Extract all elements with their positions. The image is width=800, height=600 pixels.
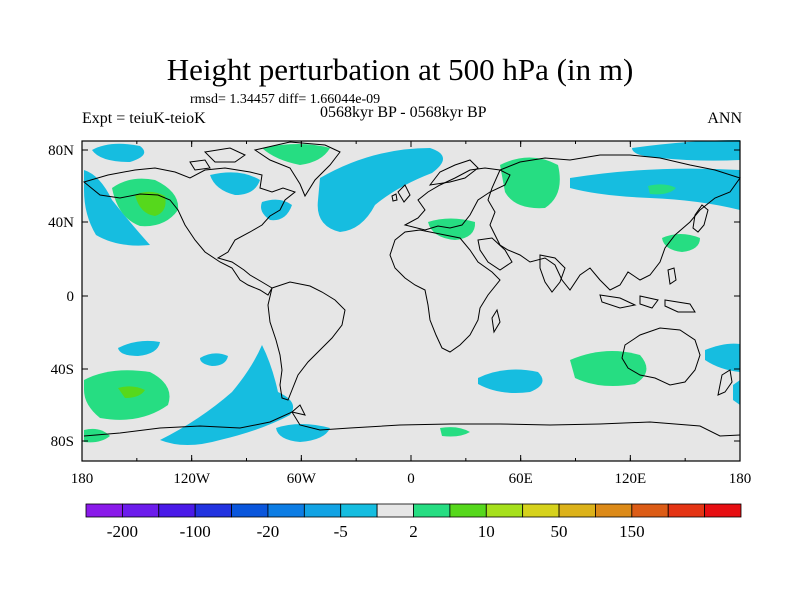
colorbar-swatch (85, 503, 123, 518)
colorbar-label: -200 (107, 522, 138, 541)
colorbar-swatch (267, 503, 305, 518)
lat-tick-label: 80N (48, 143, 74, 159)
pos-core-south-pacific (118, 386, 145, 398)
coast-australia (621, 327, 701, 386)
colorbar-swatch (704, 503, 742, 518)
colorbar-swatch (631, 503, 669, 518)
colorbar-label: -100 (180, 522, 211, 541)
lon-tick-label: 180 (729, 471, 752, 487)
coastlines (82, 141, 741, 437)
coast-indonesia (599, 294, 696, 313)
lon-tick-label: 120W (173, 471, 211, 487)
coast-africa (389, 229, 501, 353)
lon-tick-label: 0 (407, 471, 415, 487)
coast-philippines (667, 267, 677, 285)
colorbar-swatch (158, 503, 196, 518)
neg-patch-south-atlantic (276, 424, 330, 442)
lat-tick-label: 0 (67, 289, 75, 305)
lat-tick-label: 40N (48, 215, 74, 231)
neg-patch-south-pacific-2 (200, 353, 228, 366)
axis-tick-labels: 80N 40N 0 40S 80S 180 120W 60W 0 60E 120E 180 (48, 143, 751, 487)
coast-south-america (267, 281, 346, 401)
coast-antarctica (83, 411, 741, 437)
lon-tick-label: 180 (71, 471, 94, 487)
neg-patch-southern-ocean (160, 345, 294, 445)
lon-tick-label: 60W (287, 471, 317, 487)
colorbar-swatch (121, 503, 160, 518)
neg-patch-indian-ocean (478, 369, 543, 393)
coast-north-america (82, 167, 297, 296)
colorbar-swatch (340, 503, 378, 518)
coast-new-zealand (717, 369, 733, 396)
colorbar-swatch (522, 503, 560, 518)
coast-antarctic-peninsula (290, 404, 306, 416)
coast-scandinavia (428, 159, 479, 186)
colorbar-label: 2 (409, 522, 418, 541)
coast-madagascar (491, 308, 501, 334)
neg-patch-south-pacific (118, 340, 160, 356)
experiment-label: Expt = teiuK-teioK (82, 110, 206, 127)
lon-tick-label: 60E (509, 471, 533, 487)
coast-arctic-islands (189, 147, 246, 171)
lat-tick-label: 40S (51, 362, 74, 378)
stats-subtitle: rmsd= 1.34457 diff= 1.66044e-09 (190, 92, 381, 107)
neg-patch-arctic-left (92, 143, 145, 162)
period-label: 0568kyr BP - 0568kyr BP (320, 104, 487, 121)
colorbar-swatch (303, 503, 342, 518)
pos-patch-western-siberia (500, 157, 560, 209)
colorbar (85, 503, 742, 518)
neg-patch-arctic-right (632, 140, 740, 161)
lat-tick-label: 80S (51, 434, 74, 450)
coast-japan (692, 204, 709, 233)
colorbar-swatch (595, 503, 633, 518)
colorbar-label: 10 (478, 522, 495, 541)
plot-title: Height perturbation at 500 hPa (in m) (166, 52, 634, 87)
coast-greenland (253, 141, 341, 198)
neg-patch-us (261, 199, 292, 221)
colorbar-label: 150 (619, 522, 645, 541)
pos-patch-east-siberia (648, 184, 676, 195)
season-label: ANN (707, 110, 742, 127)
coast-asia (487, 154, 741, 291)
neg-patch-atlantic (317, 148, 444, 232)
colorbar-label: -5 (334, 522, 348, 541)
pos-patch-indian-ocean (570, 351, 647, 386)
pos-patch-greenland (262, 144, 330, 165)
colorbar-label: 50 (551, 522, 568, 541)
coast-europe (403, 167, 511, 231)
colorbar-swatch (558, 503, 596, 518)
neg-patch-sw-edge (733, 380, 740, 405)
pos-patch-japan (662, 234, 700, 252)
coast-arabia (477, 237, 513, 271)
pos-patch-antarctic (440, 427, 470, 437)
neg-patch-hudson (210, 172, 260, 195)
colorbar-swatch (231, 503, 269, 518)
lon-tick-label: 120E (614, 471, 646, 487)
pos-patch-sw-edge (84, 428, 110, 443)
colorbar-swatch (667, 503, 706, 518)
coast-british-isles (391, 184, 411, 203)
colorbar-swatch (194, 503, 232, 518)
colorbar-swatch (413, 503, 451, 518)
neg-patch-east-pacific (705, 343, 740, 372)
coast-india (539, 254, 566, 293)
colorbar-labels: -200 -100 -20 -5 2 10 50 150 (107, 522, 645, 541)
neg-patch-north-pacific (84, 170, 150, 246)
colorbar-label: -20 (257, 522, 280, 541)
axis-ticks (81, 141, 741, 461)
colorbar-swatch (485, 503, 524, 518)
pos-core-alaska (135, 191, 166, 216)
colorbar-swatch (449, 503, 487, 518)
colorbar-swatch (376, 503, 414, 518)
